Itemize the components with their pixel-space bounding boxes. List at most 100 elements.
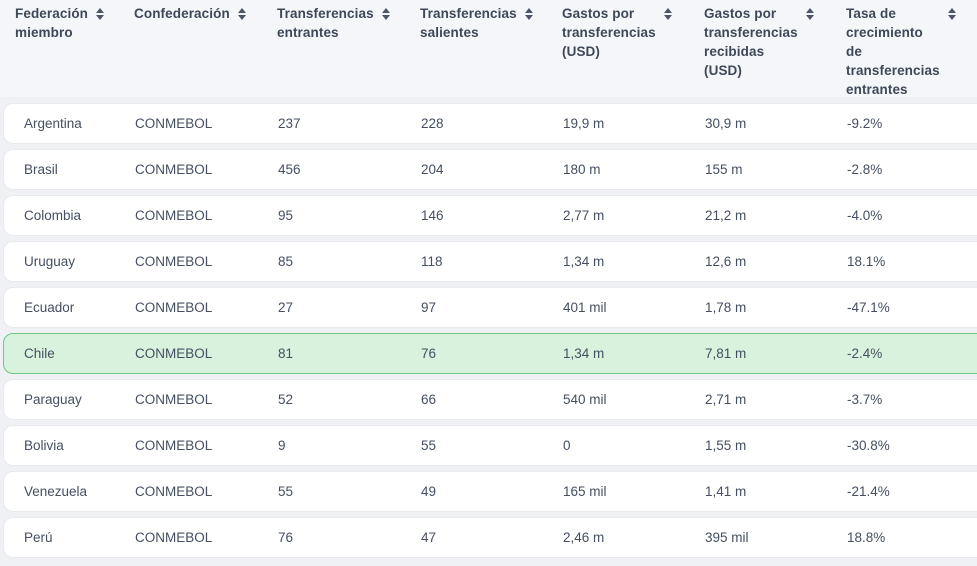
cell-gastos-por-transferencias-usd: 1,34 m	[563, 346, 605, 361]
cell-gastos-por-transferencias-recibidas-usd: 1,41 m	[705, 484, 747, 499]
cell-transferencias-salientes: 66	[421, 392, 437, 407]
cell-transferencias-entrantes: 55	[278, 484, 294, 499]
sort-down-arrow-icon	[805, 15, 814, 20]
cell-transferencias-entrantes: 81	[278, 346, 294, 361]
cell-federacion-miembro: Uruguay	[24, 254, 76, 269]
cell-tasa-de-crecimiento-de-transferencias-entrantes: -9.2%	[847, 116, 883, 131]
cell-gastos-por-transferencias-usd: 0	[563, 438, 571, 453]
table-row-bolivia[interactable]: Bolivia CONMEBOL 9 55 0 1,55 m -30.8%	[3, 425, 977, 466]
sort-up-arrow-icon	[96, 8, 105, 13]
column-header-label: Gastos por transferencias recibidas (USD…	[704, 6, 798, 78]
column-header-label: Tasa de crecimiento de transferencias en…	[846, 6, 940, 97]
table-row-argentina[interactable]: Argentina CONMEBOL 237 228 19,9 m 30,9 m -9.2%	[3, 103, 977, 144]
cell-transferencias-salientes: 76	[421, 346, 437, 361]
table-body: Argentina CONMEBOL 237 228 19,9 m 30,9 m -9.2%…	[0, 103, 977, 558]
cell-transferencias-entrantes: 456	[278, 162, 301, 177]
cell-transferencias-salientes: 55	[421, 438, 437, 453]
cell-gastos-por-transferencias-recibidas-usd: 2,71 m	[705, 392, 747, 407]
sort-down-arrow-icon	[96, 15, 105, 20]
sort-icon[interactable]	[663, 8, 672, 20]
cell-federacion-miembro: Chile	[24, 346, 55, 361]
cell-gastos-por-transferencias-usd: 401 mil	[563, 300, 607, 315]
cell-tasa-de-crecimiento-de-transferencias-entrantes: 18.1%	[847, 254, 886, 269]
cell-gastos-por-transferencias-usd: 2,77 m	[563, 208, 605, 223]
cell-gastos-por-transferencias-recibidas-usd: 12,6 m	[705, 254, 747, 269]
table-row-ecuador[interactable]: Ecuador CONMEBOL 27 97 401 mil 1,78 m -47.1%	[3, 287, 977, 328]
cell-transferencias-entrantes: 95	[278, 208, 294, 223]
table-row-peru[interactable]: Perú CONMEBOL 76 47 2,46 m 395 mil 18.8%	[3, 517, 977, 558]
cell-transferencias-salientes: 204	[421, 162, 444, 177]
cell-gastos-por-transferencias-recibidas-usd: 7,81 m	[705, 346, 747, 361]
column-header-gastos-por-transferencias-usd[interactable]: Gastos por transferencias (USD)	[562, 4, 704, 99]
table-header: Federación miembro Confederación Transfe…	[0, 0, 977, 97]
column-header-transferencias-entrantes[interactable]: Transferencias entrantes	[277, 4, 420, 99]
table-row-chile[interactable]: Chile CONMEBOL 81 76 1,34 m 7,81 m -2.4%	[3, 333, 977, 374]
cell-gastos-por-transferencias-recibidas-usd: 1,55 m	[705, 438, 747, 453]
cell-transferencias-entrantes: 85	[278, 254, 294, 269]
sort-icon[interactable]	[381, 8, 390, 20]
cell-federacion-miembro: Perú	[24, 530, 53, 545]
cell-tasa-de-crecimiento-de-transferencias-entrantes: 18.8%	[847, 530, 886, 545]
sort-up-arrow-icon	[947, 8, 956, 13]
column-header-gastos-por-transferencias-recibidas-usd[interactable]: Gastos por transferencias recibidas (USD…	[704, 4, 846, 99]
cell-transferencias-entrantes: 9	[278, 438, 286, 453]
sort-icon[interactable]	[805, 8, 814, 20]
sort-up-arrow-icon	[805, 8, 814, 13]
sort-icon[interactable]	[524, 8, 533, 20]
column-header-confederacion[interactable]: Confederación	[134, 4, 277, 99]
cell-gastos-por-transferencias-recibidas-usd: 155 m	[705, 162, 743, 177]
cell-gastos-por-transferencias-usd: 180 m	[563, 162, 601, 177]
cell-confederacion: CONMEBOL	[135, 300, 213, 315]
sort-up-arrow-icon	[237, 8, 246, 13]
column-header-label: Gastos por transferencias (USD)	[562, 6, 656, 59]
sort-down-arrow-icon	[663, 15, 672, 20]
sort-down-arrow-icon	[237, 15, 246, 20]
table-row-colombia[interactable]: Colombia CONMEBOL 95 146 2,77 m 21,2 m -4.0%	[3, 195, 977, 236]
cell-gastos-por-transferencias-usd: 19,9 m	[563, 116, 605, 131]
cell-transferencias-salientes: 47	[421, 530, 437, 545]
cell-federacion-miembro: Colombia	[24, 208, 82, 223]
cell-gastos-por-transferencias-usd: 1,34 m	[563, 254, 605, 269]
table-row-venezuela[interactable]: Venezuela CONMEBOL 55 49 165 mil 1,41 m -21.4%	[3, 471, 977, 512]
cell-gastos-por-transferencias-usd: 165 mil	[563, 484, 607, 499]
cell-tasa-de-crecimiento-de-transferencias-entrantes: -2.8%	[847, 162, 883, 177]
cell-confederacion: CONMEBOL	[135, 346, 213, 361]
cell-transferencias-entrantes: 52	[278, 392, 294, 407]
cell-tasa-de-crecimiento-de-transferencias-entrantes: -47.1%	[847, 300, 890, 315]
column-header-label: Confederación	[134, 6, 230, 21]
sort-icon[interactable]	[237, 8, 246, 20]
cell-transferencias-salientes: 49	[421, 484, 437, 499]
cell-federacion-miembro: Bolivia	[24, 438, 64, 453]
column-header-label: Transferencias entrantes	[277, 6, 374, 40]
cell-federacion-miembro: Ecuador	[24, 300, 75, 315]
cell-confederacion: CONMEBOL	[135, 530, 213, 545]
cell-federacion-miembro: Venezuela	[24, 484, 88, 499]
column-header-federacion-miembro[interactable]: Federación miembro	[15, 4, 134, 99]
table-row-uruguay[interactable]: Uruguay CONMEBOL 85 118 1,34 m 12,6 m 18.1%	[3, 241, 977, 282]
cell-gastos-por-transferencias-recibidas-usd: 21,2 m	[705, 208, 747, 223]
sort-down-arrow-icon	[381, 15, 390, 20]
sort-down-arrow-icon	[524, 15, 533, 20]
cell-tasa-de-crecimiento-de-transferencias-entrantes: -2.4%	[847, 346, 883, 361]
cell-transferencias-salientes: 118	[421, 254, 443, 269]
cell-gastos-por-transferencias-usd: 540 mil	[563, 392, 607, 407]
table-row-brasil[interactable]: Brasil CONMEBOL 456 204 180 m 155 m -2.8%	[3, 149, 977, 190]
table-row-paraguay[interactable]: Paraguay CONMEBOL 52 66 540 mil 2,71 m -3.7%	[3, 379, 977, 420]
cell-confederacion: CONMEBOL	[135, 116, 213, 131]
cell-gastos-por-transferencias-usd: 2,46 m	[563, 530, 605, 545]
cell-tasa-de-crecimiento-de-transferencias-entrantes: -30.8%	[847, 438, 890, 453]
cell-tasa-de-crecimiento-de-transferencias-entrantes: -3.7%	[847, 392, 883, 407]
sort-icon[interactable]	[947, 8, 956, 20]
column-header-tasa-de-crecimiento-de-transferencias-entrantes[interactable]: Tasa de crecimiento de transferencias en…	[846, 4, 977, 99]
cell-transferencias-entrantes: 27	[278, 300, 294, 315]
column-header-label: Transferencias salientes	[420, 6, 517, 40]
cell-confederacion: CONMEBOL	[135, 484, 213, 499]
column-header-transferencias-salientes[interactable]: Transferencias salientes	[420, 4, 562, 99]
sort-icon[interactable]	[96, 8, 105, 20]
cell-gastos-por-transferencias-recibidas-usd: 30,9 m	[705, 116, 747, 131]
cell-confederacion: CONMEBOL	[135, 208, 213, 223]
cell-federacion-miembro: Paraguay	[24, 392, 82, 407]
cell-federacion-miembro: Argentina	[24, 116, 82, 131]
column-header-label: Federación miembro	[15, 6, 89, 40]
